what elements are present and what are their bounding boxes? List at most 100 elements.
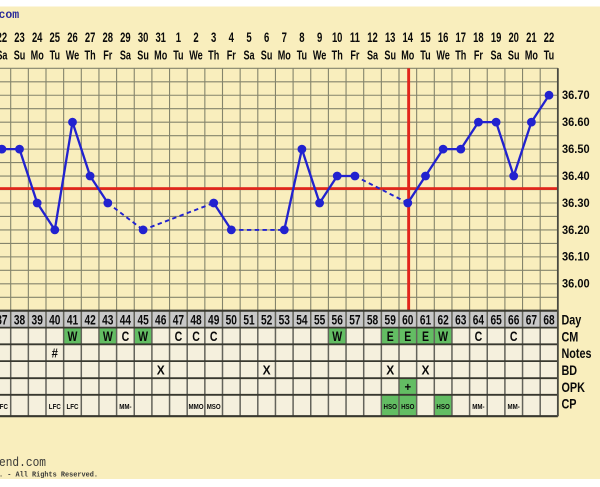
svg-text:8: 8 <box>299 30 305 45</box>
svg-text:54: 54 <box>296 313 308 328</box>
svg-text:com: com <box>0 9 19 22</box>
svg-text:We: We <box>189 47 203 62</box>
svg-text:CM: CM <box>562 329 579 344</box>
svg-text:HSO: HSO <box>436 402 450 411</box>
svg-text:51: 51 <box>243 313 255 328</box>
svg-text:17: 17 <box>456 30 467 45</box>
svg-text:MM-: MM- <box>508 402 521 411</box>
svg-text:48: 48 <box>190 313 202 328</box>
svg-text:Th: Th <box>85 47 96 62</box>
svg-text:Th: Th <box>332 47 343 62</box>
svg-text:38: 38 <box>14 313 26 328</box>
svg-text:X: X <box>422 363 430 378</box>
svg-text:12: 12 <box>367 30 378 45</box>
svg-text:C: C <box>210 329 218 344</box>
svg-text:1: 1 <box>176 30 182 45</box>
svg-text:Sa: Sa <box>120 47 132 62</box>
svg-text:36.40: 36.40 <box>562 169 590 183</box>
svg-text:27: 27 <box>85 30 96 45</box>
svg-text:C: C <box>122 329 130 344</box>
svg-text:Sa: Sa <box>491 47 503 62</box>
svg-text:Su: Su <box>137 47 149 62</box>
svg-text:W: W <box>68 329 78 344</box>
svg-text:20: 20 <box>508 30 519 45</box>
svg-text:37: 37 <box>0 313 8 328</box>
svg-text:21: 21 <box>526 30 537 45</box>
svg-text:W: W <box>438 329 448 344</box>
svg-text:MSO: MSO <box>207 402 221 411</box>
svg-text:36.00: 36.00 <box>562 277 590 291</box>
svg-text:42: 42 <box>84 313 95 328</box>
svg-text:66: 66 <box>508 313 519 328</box>
svg-text:LFC: LFC <box>49 402 61 411</box>
svg-text:13: 13 <box>385 30 396 45</box>
svg-text:68: 68 <box>543 313 555 328</box>
svg-text:36.70: 36.70 <box>562 88 590 102</box>
svg-text:43: 43 <box>102 313 113 328</box>
svg-text:31: 31 <box>155 30 166 45</box>
svg-text:24: 24 <box>32 30 43 45</box>
svg-text:60: 60 <box>402 313 413 328</box>
svg-text:C: C <box>510 329 518 344</box>
svg-text:58: 58 <box>367 313 379 328</box>
svg-text:Sa: Sa <box>243 47 255 62</box>
svg-text:Th: Th <box>208 47 219 62</box>
svg-text:#: # <box>52 346 59 361</box>
svg-text:We: We <box>66 47 80 62</box>
svg-text:Mo: Mo <box>31 47 44 62</box>
svg-text:Fr: Fr <box>227 47 236 62</box>
svg-text:16: 16 <box>438 30 449 45</box>
svg-text:6: 6 <box>264 30 269 45</box>
svg-text:19: 19 <box>491 30 502 45</box>
svg-text:36.60: 36.60 <box>562 115 590 129</box>
svg-text:46: 46 <box>155 313 166 328</box>
svg-text:49: 49 <box>208 313 219 328</box>
svg-text:36.10: 36.10 <box>562 250 590 264</box>
svg-text:36.30: 36.30 <box>562 196 590 210</box>
svg-text:MMO: MMO <box>188 402 203 411</box>
svg-text:Mo: Mo <box>278 47 291 62</box>
svg-text:44: 44 <box>120 313 132 328</box>
svg-text:Fr: Fr <box>103 47 112 62</box>
svg-text:Tu: Tu <box>173 47 183 62</box>
svg-text:45: 45 <box>137 313 149 328</box>
svg-text:X: X <box>386 363 394 378</box>
svg-text:Th: Th <box>455 47 466 62</box>
svg-text:end.com: end.com <box>0 455 46 470</box>
svg-text:7: 7 <box>282 30 287 45</box>
svg-text:9: 9 <box>317 30 322 45</box>
svg-text:25: 25 <box>50 30 61 45</box>
svg-text:LFC: LFC <box>0 402 8 411</box>
svg-text:10: 10 <box>332 30 343 45</box>
svg-text:Sa: Sa <box>0 47 8 62</box>
svg-text:47: 47 <box>173 313 184 328</box>
svg-text:We: We <box>436 47 450 62</box>
svg-text:E: E <box>387 329 394 344</box>
svg-text:Su: Su <box>14 47 26 62</box>
svg-text:+: + <box>404 381 411 394</box>
svg-text:C: C <box>475 329 483 344</box>
svg-text:BD: BD <box>562 363 578 378</box>
svg-text:18: 18 <box>473 30 484 45</box>
svg-text:39: 39 <box>32 313 43 328</box>
svg-text:57: 57 <box>349 313 360 328</box>
svg-text:Sa: Sa <box>367 47 379 62</box>
svg-text:56: 56 <box>332 313 343 328</box>
svg-text:63: 63 <box>455 313 466 328</box>
svg-text:Tu: Tu <box>544 47 554 62</box>
svg-text:Su: Su <box>508 47 520 62</box>
svg-text:3: 3 <box>211 30 216 45</box>
svg-text:C: C <box>192 329 200 344</box>
svg-text:W: W <box>332 329 342 344</box>
svg-text:36.50: 36.50 <box>562 142 590 156</box>
svg-text:MM-: MM- <box>472 402 485 411</box>
svg-text:11: 11 <box>350 30 360 45</box>
svg-text:40: 40 <box>49 313 60 328</box>
svg-text:Tu: Tu <box>50 47 60 62</box>
svg-text:Tu: Tu <box>420 47 430 62</box>
svg-text:CP: CP <box>562 397 577 412</box>
svg-text:HSO: HSO <box>384 402 398 411</box>
svg-text:Fr: Fr <box>350 47 359 62</box>
svg-text:MM-: MM- <box>119 402 132 411</box>
svg-text:67: 67 <box>526 313 537 328</box>
